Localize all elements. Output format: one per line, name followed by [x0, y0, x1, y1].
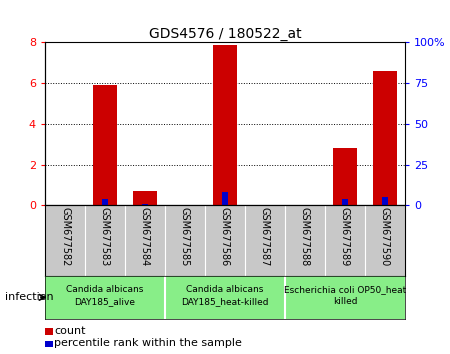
Text: GSM677586: GSM677586 [220, 207, 230, 266]
Title: GDS4576 / 180522_at: GDS4576 / 180522_at [148, 28, 302, 41]
Text: infection: infection [4, 292, 53, 302]
Text: GSM677582: GSM677582 [60, 207, 70, 266]
Text: GSM677589: GSM677589 [340, 207, 350, 266]
Bar [382, 197, 388, 205]
Bar [142, 204, 148, 205]
Text: GSM677590: GSM677590 [380, 207, 390, 266]
Text: count: count [54, 326, 86, 336]
Bar [222, 192, 228, 205]
Text: percentile rank within the sample: percentile rank within the sample [54, 338, 242, 348]
Text: Candida albicans
DAY185_alive: Candida albicans DAY185_alive [66, 285, 144, 306]
Text: GSM677587: GSM677587 [260, 207, 270, 266]
Bar [213, 45, 237, 205]
Text: GSM677583: GSM677583 [100, 207, 110, 266]
Bar [333, 148, 357, 205]
Bar [133, 191, 157, 205]
Bar [93, 85, 117, 205]
Bar [342, 199, 348, 205]
Text: GSM677588: GSM677588 [300, 207, 310, 266]
Bar [373, 71, 397, 205]
Text: Candida albicans
DAY185_heat-killed: Candida albicans DAY185_heat-killed [181, 285, 269, 306]
Bar [102, 199, 108, 205]
Text: GSM677584: GSM677584 [140, 207, 150, 266]
Text: Escherichia coli OP50_heat
killed: Escherichia coli OP50_heat killed [284, 285, 406, 306]
Text: GSM677585: GSM677585 [180, 207, 190, 266]
